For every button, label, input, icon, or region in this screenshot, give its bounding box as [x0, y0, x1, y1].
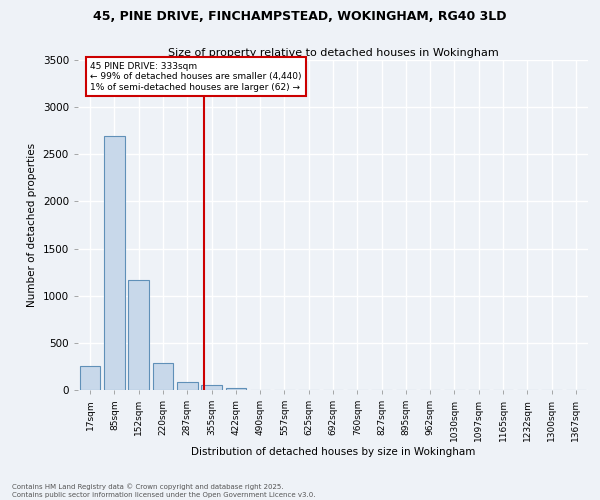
- Y-axis label: Number of detached properties: Number of detached properties: [27, 143, 37, 307]
- Bar: [152, 362, 173, 390]
- Bar: [128, 280, 149, 390]
- Bar: [177, 382, 197, 390]
- Bar: [201, 386, 222, 390]
- Bar: [226, 388, 246, 390]
- Title: Size of property relative to detached houses in Wokingham: Size of property relative to detached ho…: [167, 48, 499, 58]
- Text: Contains HM Land Registry data © Crown copyright and database right 2025.
Contai: Contains HM Land Registry data © Crown c…: [12, 484, 316, 498]
- Bar: [104, 136, 125, 390]
- Text: 45, PINE DRIVE, FINCHAMPSTEAD, WOKINGHAM, RG40 3LD: 45, PINE DRIVE, FINCHAMPSTEAD, WOKINGHAM…: [93, 10, 507, 23]
- X-axis label: Distribution of detached houses by size in Wokingham: Distribution of detached houses by size …: [191, 446, 475, 456]
- Text: 45 PINE DRIVE: 333sqm
← 99% of detached houses are smaller (4,440)
1% of semi-de: 45 PINE DRIVE: 333sqm ← 99% of detached …: [91, 62, 302, 92]
- Bar: [80, 366, 100, 390]
